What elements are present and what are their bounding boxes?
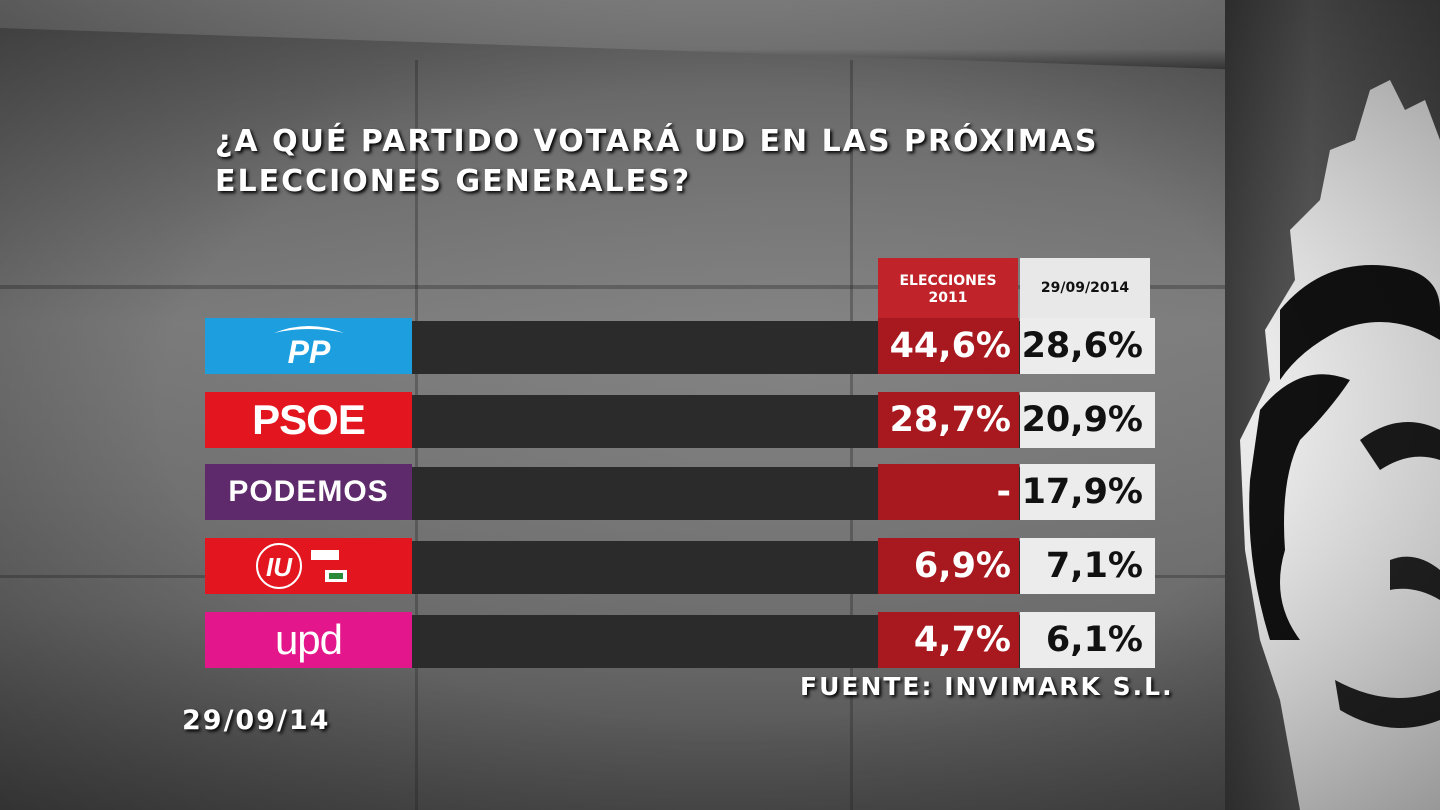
value-2014-podemos: 17,9%	[1020, 464, 1155, 520]
value-2014-iu: 7,1%	[1020, 538, 1155, 594]
value-2011-podemos: -	[878, 464, 1019, 520]
column-header-2011-line-1: ELECCIONES	[899, 273, 997, 289]
party-label-pp: PP	[287, 334, 330, 369]
party-label-iu: IU	[266, 552, 293, 582]
value-2014-psoe: 20,9%	[1020, 392, 1155, 448]
table-row-psoe: PSOE 28,7% 20,9%	[205, 392, 1155, 448]
source-label: FUENTE: INVIMARK S.L.	[800, 672, 1174, 701]
party-label-upd: upd	[274, 616, 343, 663]
column-header-2014: 29/09/2014	[1020, 258, 1150, 318]
table-row-upd: upd 4,7% 6,1%	[205, 612, 1155, 668]
value-2011-psoe: 28,7%	[878, 392, 1019, 448]
chart-title-line-2: ELECCIONES GENERALES?	[215, 164, 692, 199]
wall-joint	[0, 285, 1230, 289]
table-row-pp: PP 44,6% 28,6%	[205, 318, 1155, 374]
party-badge-upd: upd	[205, 612, 412, 668]
iu-logo-icon: IU	[255, 543, 347, 589]
value-2011-pp: 44,6%	[878, 318, 1019, 374]
column-header-2011-line-2: 2011	[928, 290, 968, 306]
statue-head-icon	[1240, 80, 1440, 810]
value-2011-upd: 4,7%	[878, 612, 1019, 668]
party-badge-podemos: PODEMOS	[205, 464, 412, 520]
chart-title: ¿A QUÉ PARTIDO VOTARÁ UD EN LAS PRÓXIMAS…	[215, 122, 1115, 202]
party-label-podemos: PODEMOS	[228, 475, 389, 508]
table-row-podemos: PODEMOS - 17,9%	[205, 464, 1155, 520]
column-header-2011: ELECCIONES 2011	[878, 258, 1018, 318]
pp-logo-icon: PP	[273, 326, 344, 369]
value-2014-pp: 28,6%	[1020, 318, 1155, 374]
date-label: 29/09/14	[182, 705, 331, 736]
party-badge-pp: PP	[205, 318, 412, 374]
chart-title-line-1: ¿A QUÉ PARTIDO VOTARÁ UD EN LAS PRÓXIMAS	[215, 124, 1099, 159]
value-2014-upd: 6,1%	[1020, 612, 1155, 668]
party-badge-psoe: PSOE	[205, 392, 412, 448]
value-2011-iu: 6,9%	[878, 538, 1019, 594]
party-badge-iu: IU	[205, 538, 412, 594]
table-row-iu: IU 6,9% 7,1%	[205, 538, 1155, 594]
party-label-psoe: PSOE	[252, 396, 366, 443]
